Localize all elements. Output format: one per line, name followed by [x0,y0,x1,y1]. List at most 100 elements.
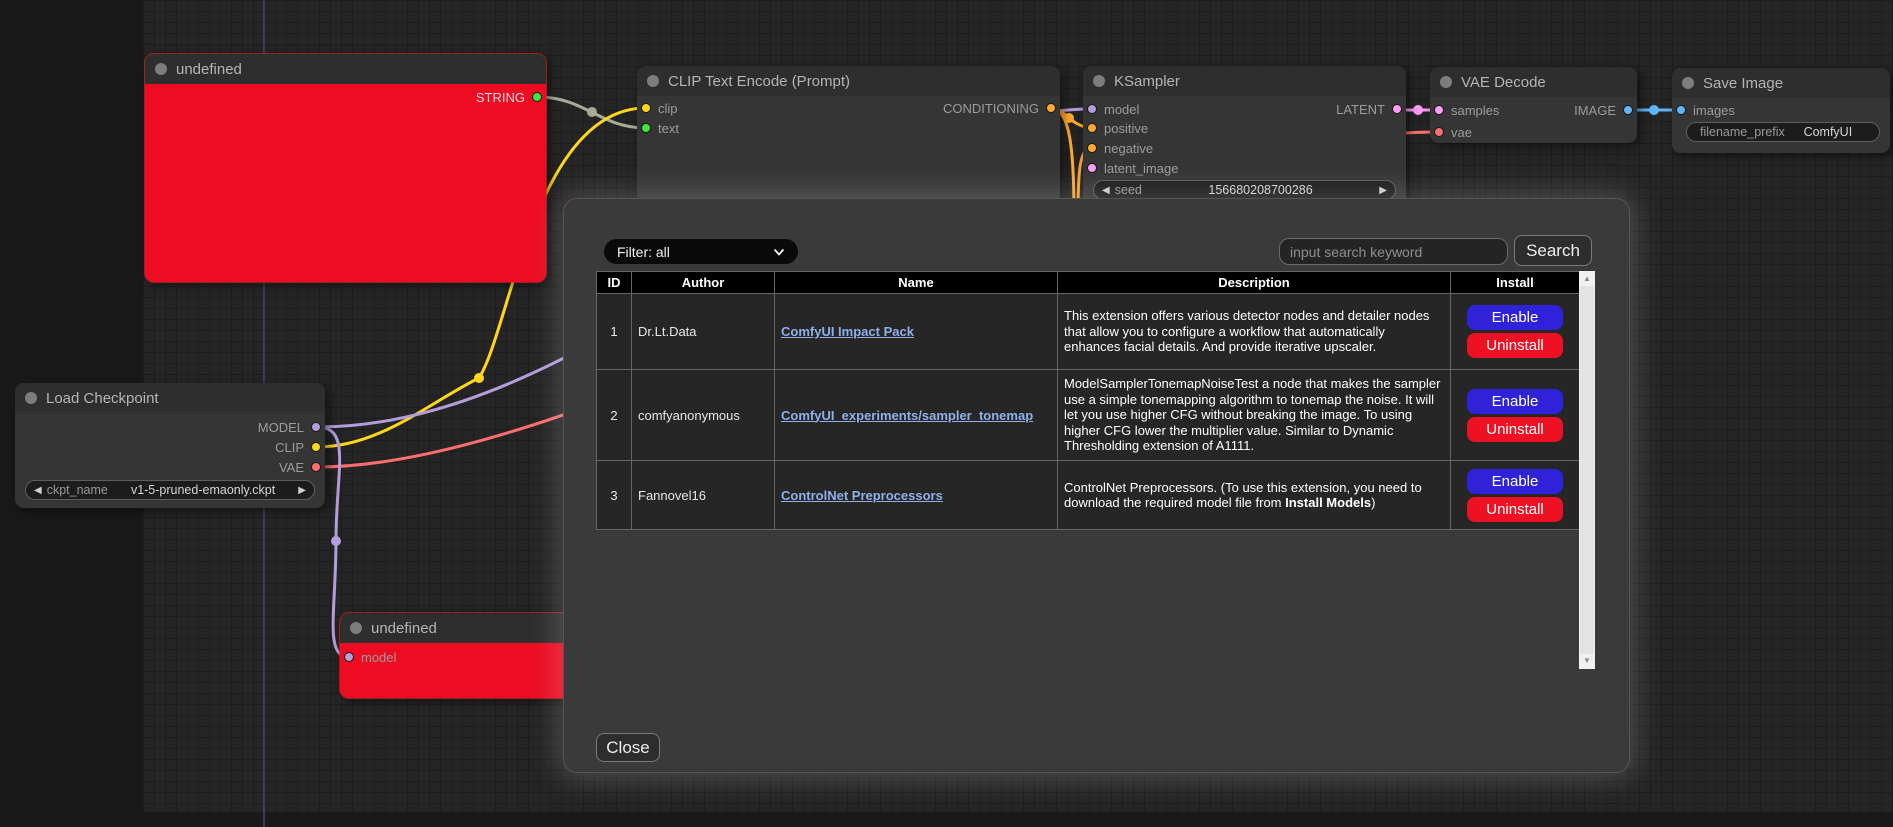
port-dot-icon[interactable] [1087,123,1097,133]
node-titlebar[interactable]: CLIP Text Encode (Prompt) [637,66,1060,96]
filename-prefix-widget[interactable]: filename_prefix ComfyUI [1686,122,1880,142]
collapse-dot-icon[interactable] [647,75,659,87]
uninstall-button[interactable]: Uninstall [1467,496,1563,522]
ckpt-name-widget[interactable]: ◀ ckpt_name v1-5-pruned-emaonly.ckpt ▶ [25,480,315,500]
port-dot-icon[interactable] [641,123,651,133]
scrollbar-down-icon[interactable]: ▼ [1583,656,1591,665]
output-port-vae[interactable]: VAE [279,460,321,475]
scrollbar-thumb[interactable] [1580,286,1594,654]
port-dot-icon[interactable] [311,422,321,432]
decrement-arrow-icon[interactable]: ◀ [1102,184,1110,196]
node-undefined-bottom[interactable]: undefined model [339,612,601,699]
increment-arrow-icon[interactable]: ▶ [298,484,306,496]
output-port-conditioning[interactable]: CONDITIONING [943,101,1056,116]
table-row: 1 Dr.Lt.Data ComfyUI Impact Pack This ex… [596,293,1580,370]
table-header-row: ID Author Name Description Install [596,271,1580,294]
node-title: undefined [176,60,242,78]
port-dot-icon[interactable] [1087,163,1097,173]
cell-author: Fannovel16 [631,460,775,530]
widget-label: ckpt_name [46,483,108,497]
cell-author: comfyanonymous [631,369,775,461]
extension-link[interactable]: ComfyUI_experiments/sampler_tonemap [781,407,1034,423]
node-vae-decode[interactable]: VAE Decode samples vae IMAGE [1430,67,1637,143]
port-dot-icon[interactable] [311,442,321,452]
input-port-model[interactable]: model [1087,102,1139,117]
enable-button[interactable]: Enable [1467,305,1563,330]
collapse-dot-icon[interactable] [1093,75,1105,87]
widget-value[interactable]: 156680208700286 [1208,183,1313,197]
uninstall-button[interactable]: Uninstall [1467,333,1563,358]
close-button[interactable]: Close [596,733,660,762]
widget-value[interactable]: ComfyUI [1803,125,1853,139]
node-load-checkpoint[interactable]: Load Checkpoint MODEL CLIP VAE ◀ ckpt_na… [15,383,325,508]
widget-value[interactable]: v1-5-pruned-emaonly.ckpt [130,483,276,497]
collapse-dot-icon[interactable] [25,392,37,404]
seed-widget[interactable]: ◀ seed 156680208700286 ▶ [1093,180,1396,200]
collapse-dot-icon[interactable] [155,63,167,75]
node-titlebar[interactable]: undefined [340,613,600,643]
cell-description: ControlNet Preprocessors. (To use this e… [1057,460,1451,530]
input-port-positive[interactable]: positive [1087,121,1148,136]
node-save-image[interactable]: Save Image images filename_prefix ComfyU… [1672,68,1890,153]
input-port-negative[interactable]: negative [1087,141,1153,156]
output-port-model[interactable]: MODEL [258,420,321,435]
node-title: Load Checkpoint [46,389,159,407]
node-titlebar[interactable]: VAE Decode [1430,67,1637,97]
cell-name: ControlNet Preprocessors [774,460,1058,530]
filter-select[interactable]: Filter: all [603,238,799,265]
node-titlebar[interactable]: Load Checkpoint [15,383,325,413]
node-undefined-top[interactable]: undefined STRING [144,53,547,283]
header-description: Description [1057,271,1451,294]
enable-button[interactable]: Enable [1467,468,1563,494]
port-dot-icon[interactable] [311,462,321,472]
scrollbar-up-icon[interactable]: ▲ [1583,274,1591,283]
port-dot-icon[interactable] [1434,105,1444,115]
node-titlebar[interactable]: undefined [145,54,546,84]
port-dot-icon[interactable] [1623,105,1633,115]
collapse-dot-icon[interactable] [1682,77,1694,89]
cell-id: 3 [596,460,632,530]
output-port-image[interactable]: IMAGE [1574,103,1633,118]
port-dot-icon[interactable] [344,652,354,662]
decrement-arrow-icon[interactable]: ◀ [34,484,42,496]
input-port-clip[interactable]: clip [641,101,678,116]
header-install: Install [1450,271,1580,294]
extension-link[interactable]: ComfyUI Impact Pack [781,324,914,339]
node-titlebar[interactable]: KSampler [1083,66,1406,96]
increment-arrow-icon[interactable]: ▶ [1379,184,1387,196]
search-button[interactable]: Search [1514,235,1592,266]
input-port-images[interactable]: images [1676,103,1735,118]
node-ksampler[interactable]: KSampler model positive negative latent_… [1083,66,1406,206]
table-scrollbar[interactable]: ▲ ▼ [1579,271,1595,669]
output-port-string[interactable]: STRING [476,90,542,105]
input-port-text[interactable]: text [641,121,679,136]
port-dot-icon[interactable] [1676,105,1686,115]
output-port-latent[interactable]: LATENT [1336,102,1402,117]
node-title: undefined [371,619,437,637]
search-input[interactable] [1279,238,1508,265]
port-dot-icon[interactable] [1087,104,1097,114]
cell-install: Enable Uninstall [1450,460,1580,530]
collapse-dot-icon[interactable] [1440,76,1452,88]
input-port-model[interactable]: model [344,650,396,665]
uninstall-button[interactable]: Uninstall [1467,416,1563,442]
cell-name: ComfyUI_experiments/sampler_tonemap [774,369,1058,461]
enable-button[interactable]: Enable [1467,388,1563,414]
port-dot-icon[interactable] [1434,127,1444,137]
input-port-latent-image[interactable]: latent_image [1087,161,1178,176]
output-port-clip[interactable]: CLIP [275,440,321,455]
input-port-vae[interactable]: vae [1434,125,1472,140]
port-dot-icon[interactable] [641,103,651,113]
port-dot-icon[interactable] [532,92,542,102]
input-port-samples[interactable]: samples [1434,103,1499,118]
link-midpoint-dot [474,373,484,383]
collapse-dot-icon[interactable] [350,622,362,634]
port-dot-icon[interactable] [1392,104,1402,114]
extension-link[interactable]: ControlNet Preprocessors [781,487,943,503]
node-titlebar[interactable]: Save Image [1672,68,1890,98]
port-dot-icon[interactable] [1087,143,1097,153]
node-title: CLIP Text Encode (Prompt) [668,72,851,90]
port-dot-icon[interactable] [1046,103,1056,113]
node-clip-text-encode[interactable]: CLIP Text Encode (Prompt) clip text COND… [637,66,1060,206]
